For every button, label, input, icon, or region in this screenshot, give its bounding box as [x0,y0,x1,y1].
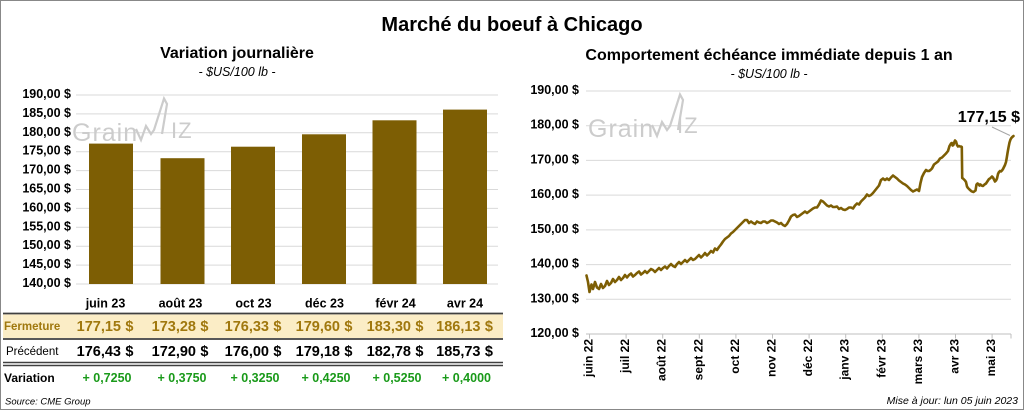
svg-text:Variation: Variation [4,371,55,385]
svg-text:$: $ [273,319,281,335]
svg-text:177,15 $: 177,15 $ [958,109,1020,126]
svg-text:Source: CME Group: Source: CME Group [5,397,91,408]
svg-text:182,78: 182,78 [367,344,411,360]
svg-text:150,00 $: 150,00 $ [530,222,579,236]
svg-text:$: $ [415,344,423,360]
svg-text:+ 0,7250: + 0,7250 [82,371,131,385]
svg-text:déc 23: déc 23 [305,297,344,311]
svg-text:173,28: 173,28 [152,319,196,335]
svg-text:janv 23: janv 23 [838,339,852,381]
svg-text:avr 23: avr 23 [948,339,962,374]
svg-text:$: $ [273,344,281,360]
svg-text:+ 0,5250: + 0,5250 [372,371,421,385]
svg-text:oct 22: oct 22 [728,339,742,374]
svg-text:juin 23: juin 23 [85,297,126,311]
svg-text:150,00 $: 150,00 $ [22,238,71,252]
svg-text:186,13: 186,13 [436,319,480,335]
svg-text:$: $ [344,344,352,360]
svg-text:130,00 $: 130,00 $ [530,291,579,305]
svg-text:185,00 $: 185,00 $ [22,106,71,120]
svg-text:Mise à jour: lun 05 juin 2023: Mise à jour: lun 05 juin 2023 [887,395,1018,407]
svg-text:170,00 $: 170,00 $ [22,163,71,177]
svg-text:160,00 $: 160,00 $ [530,187,579,201]
svg-text:IZ: IZ [677,113,699,138]
svg-text:+ 0,4250: + 0,4250 [301,371,350,385]
svg-text:sept 22: sept 22 [691,339,705,381]
svg-text:août 22: août 22 [655,339,669,381]
svg-text:+ 0,3750: + 0,3750 [157,371,206,385]
svg-text:IZ: IZ [171,118,193,143]
svg-text:176,43: 176,43 [77,344,121,360]
svg-text:+ 0,3250: + 0,3250 [230,371,279,385]
svg-text:déc 22: déc 22 [801,339,815,377]
svg-text:190,00 $: 190,00 $ [22,87,71,101]
svg-text:172,90: 172,90 [152,344,196,360]
svg-text:Grain: Grain [72,119,138,147]
svg-text:160,00 $: 160,00 $ [22,200,71,214]
svg-text:$: $ [415,319,423,335]
svg-text:Précédent: Précédent [6,346,59,358]
svg-text:oct 23: oct 23 [235,297,271,311]
svg-text:190,00 $: 190,00 $ [530,83,579,97]
svg-text:175,00 $: 175,00 $ [22,144,71,158]
svg-text:juin 22: juin 22 [582,339,596,378]
svg-text:$: $ [125,319,133,335]
svg-text:$: $ [125,344,133,360]
svg-text:120,00 $: 120,00 $ [530,326,579,340]
svg-text:177,15: 177,15 [77,319,121,335]
svg-text:180,00 $: 180,00 $ [530,118,579,132]
svg-text:août 23: août 23 [159,297,203,311]
svg-text:$: $ [200,344,208,360]
svg-text:155,00 $: 155,00 $ [22,219,71,233]
svg-text:179,60: 179,60 [296,319,340,335]
svg-text:juil 22: juil 22 [618,339,632,374]
svg-text:févr 23: févr 23 [874,339,888,378]
svg-text:mai 23: mai 23 [984,339,998,377]
svg-text:145,00 $: 145,00 $ [22,257,71,271]
svg-text:140,00 $: 140,00 $ [22,276,71,290]
svg-text:$: $ [485,344,493,360]
svg-text:+ 0,4000: + 0,4000 [442,371,491,385]
svg-text:179,18: 179,18 [296,344,340,360]
svg-text:Grain: Grain [588,115,654,143]
svg-text:176,33: 176,33 [225,319,269,335]
svg-text:165,00 $: 165,00 $ [22,182,71,196]
svg-text:nov 22: nov 22 [765,339,779,377]
svg-text:176,00: 176,00 [225,344,269,360]
svg-text:183,30: 183,30 [367,319,411,335]
svg-text:févr 24: févr 24 [375,297,415,311]
svg-text:140,00 $: 140,00 $ [530,257,579,271]
svg-text:170,00 $: 170,00 $ [530,152,579,166]
svg-text:$: $ [485,319,493,335]
svg-text:185,73: 185,73 [436,344,480,360]
svg-text:180,00 $: 180,00 $ [22,125,71,139]
svg-text:mars 23: mars 23 [911,339,925,385]
svg-text:$: $ [200,319,208,335]
svg-text:Fermeture: Fermeture [4,321,60,333]
svg-text:avr 24: avr 24 [447,297,483,311]
svg-text:$: $ [344,319,352,335]
